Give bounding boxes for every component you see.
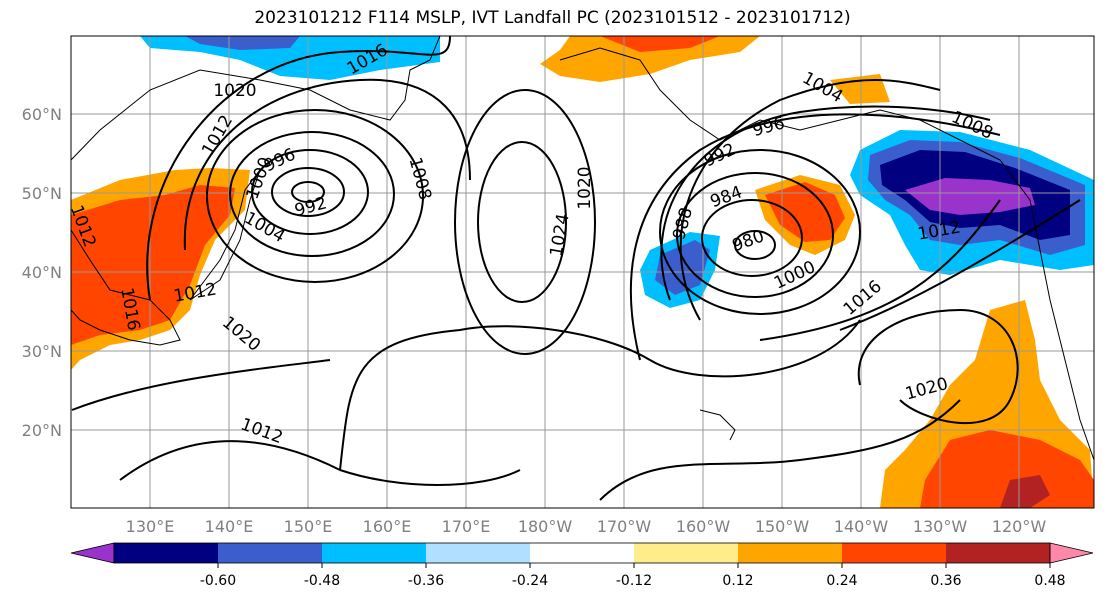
ivt-fill-se-darkred: [1000, 475, 1050, 508]
lon-label: 180°W: [518, 517, 573, 536]
contour-label: 996: [750, 113, 787, 141]
plot-frame: [70, 35, 1095, 509]
coastlines: [71, 36, 1094, 461]
lat-label: 20°N: [22, 421, 62, 440]
colorbar-segment: [322, 543, 426, 563]
ivt-fill-central-red: [765, 182, 845, 242]
longitude-labels: 130°E 140°E 150°E 160°E 170°E 180°W 170°W 160°W…: [126, 517, 1047, 536]
colorbar-segment: [738, 543, 842, 563]
lat-label: 60°N: [22, 105, 62, 124]
lon-label: 120°W: [992, 517, 1047, 536]
colorbar-segment: [634, 543, 738, 563]
colorbar-tick-label: -0.48: [304, 573, 340, 589]
lon-label: 170°W: [597, 517, 652, 536]
latitude-labels: 60°N 50°N 40°N 30°N 20°N: [22, 105, 62, 440]
colorbar-tick-label: -0.24: [512, 573, 548, 589]
colorbar-tick-label: -0.60: [200, 573, 236, 589]
ivt-fill-top-red: [600, 36, 720, 52]
ivt-fill-top-orange: [540, 36, 760, 82]
colorbar-segment: [114, 543, 218, 563]
contour-label: 1024: [546, 212, 573, 258]
map-title: 2023101212 F114 MSLP, IVT Landfall PC (2…: [254, 8, 851, 28]
contour-label: 984: [708, 182, 745, 212]
colorbar-tick-label: 0.24: [826, 573, 857, 589]
contour-label: 980: [730, 226, 767, 256]
colorbar-segment: [530, 543, 634, 563]
lon-label: 130°E: [126, 517, 175, 536]
ivt-fill-west-red: [71, 185, 235, 345]
contour-label: 1008: [405, 155, 436, 202]
lon-label: 150°W: [755, 517, 810, 536]
contour-label: 1020: [218, 313, 264, 356]
colorbar-tick-label: 0.12: [722, 573, 753, 589]
colorbar-tick-label: -0.12: [616, 573, 652, 589]
lon-label: 170°E: [442, 517, 491, 536]
lat-label: 30°N: [22, 342, 62, 361]
lon-label: 140°W: [834, 517, 889, 536]
lon-label: 160°W: [676, 517, 731, 536]
colorbar-segment: [218, 543, 322, 563]
contour-label: 1004: [799, 68, 846, 107]
ivt-fill-se-red: [920, 430, 1094, 508]
colorbar-segment: [842, 543, 946, 563]
map-gridlines: [71, 36, 1094, 508]
ivt-fill-top-light: [140, 36, 440, 80]
colorbar-tick-label: 0.36: [930, 573, 961, 589]
lat-label: 50°N: [22, 184, 62, 203]
colorbar-segment: [946, 543, 1050, 563]
ivt-shading: [71, 36, 1094, 508]
lat-label: 40°N: [22, 263, 62, 282]
contour-label: 1004: [241, 208, 288, 247]
contour-label: 992: [292, 193, 329, 221]
colorbar-frame: [113, 542, 1051, 564]
lon-label: 130°W: [913, 517, 968, 536]
ivt-fill-ne-purple: [905, 178, 1035, 215]
colorbar-min-extension: [70, 542, 115, 564]
lon-label: 140°E: [205, 517, 254, 536]
colorbar: -0.60 -0.48 -0.36 -0.24 -0.12 0.12 0.24 0.36 0.4…: [70, 542, 1094, 589]
ivt-fill-top-dark: [185, 36, 300, 50]
contour-label: 1020: [575, 166, 595, 209]
colorbar-max-extension: [1049, 542, 1094, 564]
lon-label: 160°E: [363, 517, 412, 536]
contour-label: 992: [701, 140, 739, 172]
colorbar-tick-label: -0.36: [408, 573, 444, 589]
mslp-contours: [71, 36, 1081, 501]
colorbar-tick-label: 0.48: [1034, 573, 1065, 589]
lon-label: 150°E: [284, 517, 333, 536]
contour-label: 1020: [213, 81, 256, 101]
colorbar-segment: [426, 543, 530, 563]
